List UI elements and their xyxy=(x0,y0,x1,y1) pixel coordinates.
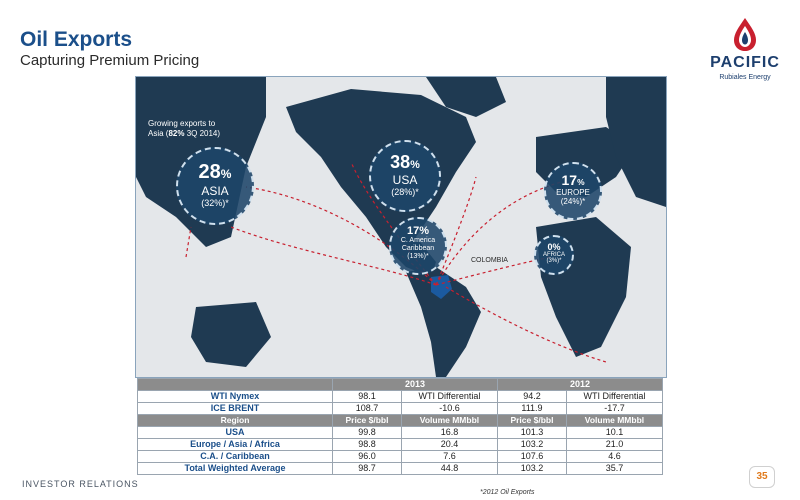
asia-growth-note: Growing exports to Asia (82% 3Q 2014) xyxy=(148,119,221,138)
oil-exports-table: 2013 2012 WTI Nymex 98.1 WTI Differentia… xyxy=(137,378,664,475)
table-row: ICE BRENT 108.7 -10.6 111.9 -17.7 xyxy=(137,402,664,415)
footnote: *2012 Oil Exports xyxy=(480,489,535,496)
table-row: C.A. / Caribbean 96.0 7.6 107.6 4.6 xyxy=(137,450,664,463)
logo-subtitle: Rubiales Energy xyxy=(719,74,771,81)
bubble-caribbean: 17% C. America Caribbean (13%)* xyxy=(389,217,447,275)
bubble-usa: 38% USA (28%)* xyxy=(369,140,441,212)
year-2012: 2012 xyxy=(496,378,664,391)
logo-wordmark: PACIFIC xyxy=(710,54,780,71)
column-header-row: Region Price $/bbl Volume MMbbl Price $/… xyxy=(137,414,664,427)
year-2013: 2013 xyxy=(332,378,498,391)
company-logo: PACIFIC Rubiales Energy xyxy=(700,14,790,90)
world-map: Growing exports to Asia (82% 3Q 2014) 28… xyxy=(135,76,667,378)
colombia-label: COLOMBIA xyxy=(471,257,508,264)
section-footer: INVESTOR RELATIONS xyxy=(22,479,139,489)
page-number: 35 xyxy=(749,466,775,488)
bubble-asia: 28% ASIA (32%)* xyxy=(176,147,254,225)
year-header-row: 2013 2012 xyxy=(137,378,664,391)
bubble-africa: 0% AFRICA (3%)* xyxy=(534,235,574,275)
page-title: Oil Exports xyxy=(20,28,133,51)
table-row: USA 99.8 16.8 101.3 10.1 xyxy=(137,426,664,439)
table-row: Europe / Asia / Africa 98.8 20.4 103.2 2… xyxy=(137,438,664,451)
drop-flame-icon xyxy=(734,18,756,51)
bubble-europe: 17% EUROPE (24%)* xyxy=(544,162,602,220)
page-subtitle: Capturing Premium Pricing xyxy=(20,52,200,69)
table-row: Total Weighted Average 98.7 44.8 103.2 3… xyxy=(137,462,664,475)
table-row: WTI Nymex 98.1 WTI Differential 94.2 WTI… xyxy=(137,390,664,403)
